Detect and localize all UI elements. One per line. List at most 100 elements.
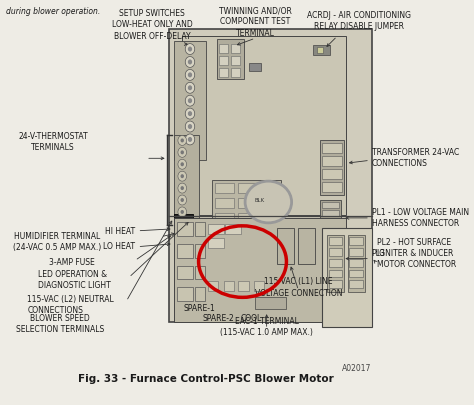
FancyBboxPatch shape (328, 280, 342, 288)
FancyBboxPatch shape (195, 222, 206, 236)
Circle shape (188, 72, 192, 77)
Circle shape (185, 121, 195, 132)
Text: BLK: BLK (255, 198, 265, 203)
Text: 115-VAC (L1) LINE
VOLTAGE CONNECTION: 115-VAC (L1) LINE VOLTAGE CONNECTION (255, 277, 342, 298)
Circle shape (188, 124, 192, 129)
FancyBboxPatch shape (212, 180, 281, 225)
FancyBboxPatch shape (238, 213, 257, 221)
FancyBboxPatch shape (215, 183, 234, 193)
FancyBboxPatch shape (219, 68, 228, 77)
FancyBboxPatch shape (177, 288, 192, 301)
Circle shape (188, 98, 192, 103)
FancyBboxPatch shape (173, 135, 200, 225)
Text: Fig. 33 - Furnace Control-PSC Blower Motor: Fig. 33 - Furnace Control-PSC Blower Mot… (78, 374, 333, 384)
FancyBboxPatch shape (347, 235, 365, 292)
FancyBboxPatch shape (217, 39, 244, 79)
FancyBboxPatch shape (215, 198, 234, 208)
Text: HUMIDIFIER TERMINAL
(24-VAC 0.5 AMP MAX.): HUMIDIFIER TERMINAL (24-VAC 0.5 AMP MAX.… (13, 232, 101, 252)
Circle shape (185, 134, 195, 145)
FancyBboxPatch shape (328, 248, 342, 256)
Circle shape (185, 57, 195, 68)
FancyBboxPatch shape (320, 200, 341, 242)
Circle shape (185, 108, 195, 119)
Circle shape (188, 85, 192, 90)
Circle shape (185, 95, 195, 106)
Circle shape (185, 82, 195, 93)
Text: PL1 - LOW VOLTAGE MAIN
HARNESS CONNECTOR: PL1 - LOW VOLTAGE MAIN HARNESS CONNECTOR (372, 208, 469, 228)
Circle shape (185, 69, 195, 80)
FancyBboxPatch shape (327, 235, 344, 292)
FancyBboxPatch shape (349, 237, 363, 245)
FancyBboxPatch shape (317, 47, 323, 53)
FancyBboxPatch shape (322, 202, 339, 208)
Circle shape (185, 44, 195, 55)
Text: 115-VAC (L2) NEUTRAL
CONNECTIONS: 115-VAC (L2) NEUTRAL CONNECTIONS (27, 295, 114, 315)
Text: HI HEAT: HI HEAT (105, 227, 135, 236)
FancyBboxPatch shape (254, 281, 264, 291)
FancyBboxPatch shape (169, 29, 372, 322)
FancyBboxPatch shape (219, 44, 228, 53)
Text: during blower operation.: during blower operation. (6, 7, 100, 16)
FancyBboxPatch shape (255, 297, 285, 309)
FancyBboxPatch shape (173, 41, 206, 160)
Text: TWINNING AND/OR
COMPONENT TEST
TERMINAL: TWINNING AND/OR COMPONENT TEST TERMINAL (219, 6, 292, 38)
FancyBboxPatch shape (173, 214, 192, 228)
FancyBboxPatch shape (173, 218, 346, 322)
FancyBboxPatch shape (208, 224, 224, 234)
FancyBboxPatch shape (320, 259, 339, 266)
Circle shape (181, 210, 184, 214)
FancyBboxPatch shape (195, 288, 206, 301)
Text: LO HEAT: LO HEAT (103, 242, 135, 251)
FancyBboxPatch shape (328, 259, 342, 266)
FancyBboxPatch shape (238, 183, 257, 193)
Text: SETUP SWITCHES
LOW-HEAT ONLY AND
BLOWER OFF-DELAY: SETUP SWITCHES LOW-HEAT ONLY AND BLOWER … (112, 9, 192, 41)
FancyBboxPatch shape (349, 259, 363, 266)
Text: SPARE-1: SPARE-1 (183, 304, 215, 313)
Circle shape (178, 135, 187, 145)
FancyBboxPatch shape (322, 228, 372, 327)
FancyBboxPatch shape (177, 222, 192, 236)
FancyBboxPatch shape (195, 266, 206, 279)
Circle shape (181, 139, 184, 143)
FancyBboxPatch shape (231, 56, 240, 65)
FancyBboxPatch shape (322, 218, 339, 224)
FancyBboxPatch shape (322, 169, 342, 179)
FancyBboxPatch shape (322, 182, 342, 192)
FancyBboxPatch shape (349, 248, 363, 256)
Circle shape (178, 147, 187, 157)
FancyBboxPatch shape (177, 244, 192, 258)
FancyBboxPatch shape (238, 281, 248, 291)
FancyBboxPatch shape (349, 280, 363, 288)
FancyBboxPatch shape (195, 244, 206, 258)
Circle shape (188, 111, 192, 116)
FancyBboxPatch shape (328, 270, 342, 277)
FancyBboxPatch shape (231, 44, 240, 53)
FancyBboxPatch shape (319, 248, 341, 275)
Text: 24-V-THERMOSTAT
TERMINALS: 24-V-THERMOSTAT TERMINALS (18, 132, 88, 152)
Text: BLOWER SPEED
SELECTION TERMINALS: BLOWER SPEED SELECTION TERMINALS (16, 314, 104, 335)
Circle shape (178, 171, 187, 181)
FancyBboxPatch shape (320, 249, 339, 257)
Circle shape (178, 183, 187, 193)
Circle shape (178, 159, 187, 169)
Circle shape (188, 47, 192, 51)
FancyBboxPatch shape (248, 63, 261, 71)
Text: 3-AMP FUSE: 3-AMP FUSE (49, 258, 94, 266)
FancyBboxPatch shape (208, 281, 219, 291)
Ellipse shape (245, 181, 292, 223)
Text: PL2 - HOT SURFACE
IGNITER & INDUCER
MOTOR CONNECTOR: PL2 - HOT SURFACE IGNITER & INDUCER MOTO… (377, 238, 456, 269)
Circle shape (181, 162, 184, 166)
FancyBboxPatch shape (313, 45, 330, 55)
Text: LED OPERATION &
DIAGNOSTIC LIGHT: LED OPERATION & DIAGNOSTIC LIGHT (37, 270, 110, 290)
Text: TRANSFORMER 24-VAC
CONNECTIONS: TRANSFORMER 24-VAC CONNECTIONS (372, 148, 459, 168)
Circle shape (181, 174, 184, 178)
FancyBboxPatch shape (322, 143, 342, 153)
FancyBboxPatch shape (177, 266, 192, 279)
FancyBboxPatch shape (225, 224, 241, 234)
Text: PL3: PL3 (372, 249, 385, 258)
FancyBboxPatch shape (277, 228, 294, 264)
FancyBboxPatch shape (182, 36, 346, 215)
FancyBboxPatch shape (328, 237, 342, 245)
FancyBboxPatch shape (322, 156, 342, 166)
FancyBboxPatch shape (320, 141, 344, 195)
